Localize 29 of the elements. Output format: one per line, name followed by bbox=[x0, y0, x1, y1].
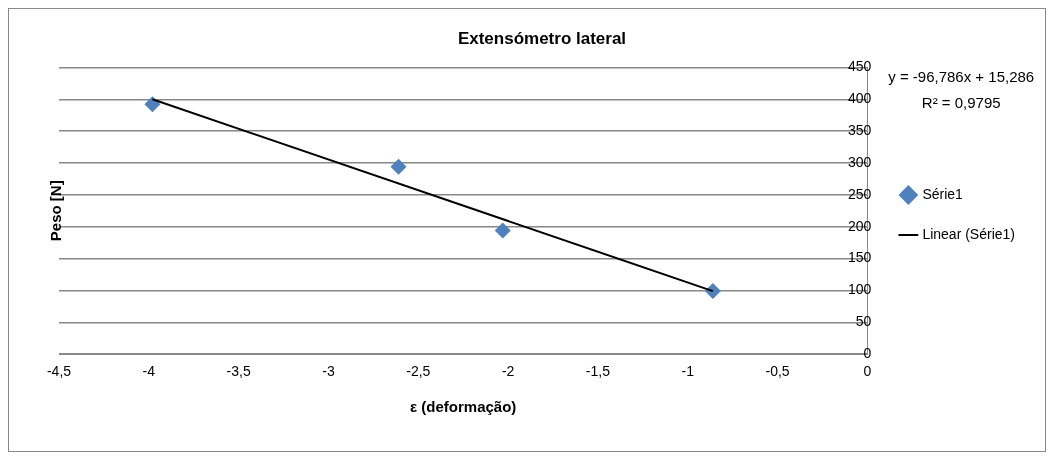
x-tick-label: -4 bbox=[142, 363, 156, 380]
chart-title: Extensómetro lateral bbox=[457, 28, 627, 48]
y-tick-label: 150 bbox=[848, 249, 872, 266]
y-tick-label: 200 bbox=[848, 217, 872, 234]
text: y = -96,786x + 15,286 bbox=[888, 67, 1035, 85]
x-tick-label: -4,5 bbox=[46, 363, 72, 380]
y-tick-label: 400 bbox=[848, 90, 872, 107]
x-tick-label: -0,5 bbox=[765, 363, 790, 380]
y-tick-label: 450 bbox=[848, 58, 872, 75]
y-tick-label: 50 bbox=[855, 313, 872, 330]
x-tick-label: -2,5 bbox=[406, 363, 431, 380]
x-tick-label: -3 bbox=[322, 363, 335, 380]
point bbox=[494, 222, 511, 239]
y-axis-title: Peso [N] bbox=[47, 180, 65, 242]
x-axis-title: ε (deformação) bbox=[410, 398, 517, 416]
point bbox=[390, 158, 407, 175]
y-tick-label: 300 bbox=[848, 153, 872, 170]
y-tick-label: 350 bbox=[848, 121, 872, 138]
text: R² = 0,9795 bbox=[921, 93, 1001, 111]
legend-label: Série1 bbox=[922, 185, 964, 202]
y-tick-label: 100 bbox=[848, 281, 872, 298]
y-tick-label: 0 bbox=[863, 345, 872, 362]
x-tick-label: -3,5 bbox=[226, 363, 251, 380]
x-tick-label: -2 bbox=[501, 363, 515, 380]
x-tick-label: -1,5 bbox=[585, 363, 611, 380]
point bbox=[144, 96, 161, 113]
y-tick-label: 250 bbox=[848, 185, 872, 202]
x-tick-label: -1 bbox=[681, 363, 695, 380]
legend-label: Linear (Série1) bbox=[922, 225, 1016, 242]
